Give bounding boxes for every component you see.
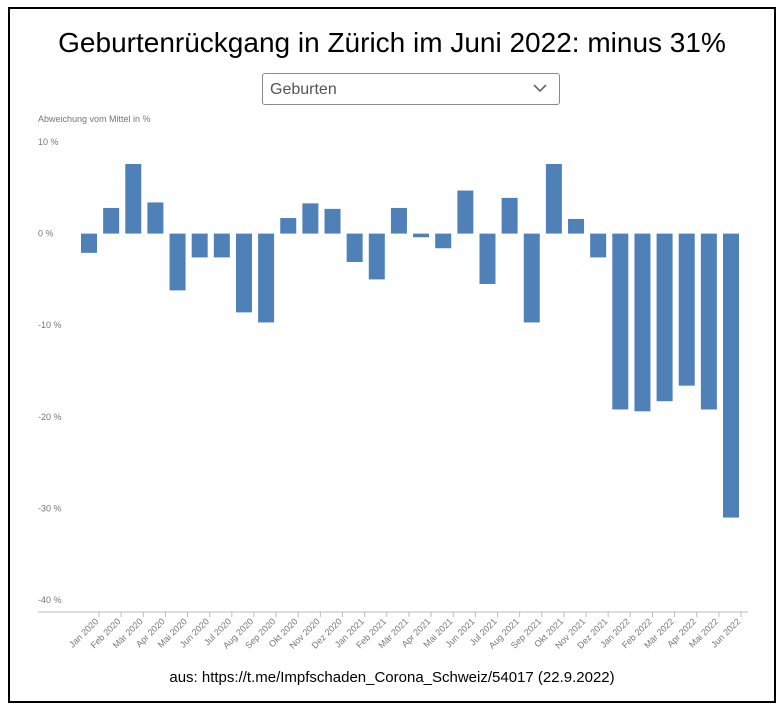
metric-dropdown[interactable]: Geburten xyxy=(262,73,560,105)
bar xyxy=(678,233,695,386)
bar xyxy=(390,207,407,234)
bar xyxy=(413,233,430,238)
bar xyxy=(590,233,607,258)
y-tick-label: -30 % xyxy=(38,503,62,513)
bar xyxy=(147,202,164,234)
bar xyxy=(368,233,385,280)
bar xyxy=(169,233,186,291)
bar xyxy=(723,233,739,518)
y-tick-label: -10 % xyxy=(38,320,62,330)
y-axis-label: Abweichung vom Mittel in % xyxy=(38,114,151,124)
chart-frame xyxy=(8,7,776,703)
bar xyxy=(258,233,275,323)
bar xyxy=(125,163,142,234)
y-tick-label: -20 % xyxy=(38,412,62,422)
page-title: Geburtenrückgang in Zürich im Juni 2022:… xyxy=(58,27,726,58)
bar xyxy=(213,233,230,258)
bar xyxy=(191,233,208,258)
bar xyxy=(435,233,452,249)
bar xyxy=(457,190,474,234)
bar xyxy=(634,233,651,412)
bar xyxy=(302,203,319,234)
source-caption: aus: https://t.me/Impfschaden_Corona_Sch… xyxy=(169,669,615,686)
bar xyxy=(656,233,673,402)
bar xyxy=(523,233,540,323)
bar xyxy=(700,233,717,410)
bar xyxy=(612,233,629,410)
y-tick-label: 10 % xyxy=(38,137,59,147)
bar xyxy=(346,233,363,262)
bar xyxy=(235,233,252,313)
bar xyxy=(545,163,562,234)
bar xyxy=(324,208,341,234)
bar xyxy=(280,218,297,234)
chevron-down-icon xyxy=(533,84,547,93)
bar xyxy=(81,233,97,253)
bar xyxy=(568,218,585,234)
bar xyxy=(103,207,120,234)
dropdown-selected-value: Geburten xyxy=(270,81,337,98)
bar xyxy=(479,233,496,284)
y-tick-label: 0 % xyxy=(38,229,54,239)
y-tick-label: -40 % xyxy=(38,595,62,605)
bar xyxy=(501,197,518,234)
